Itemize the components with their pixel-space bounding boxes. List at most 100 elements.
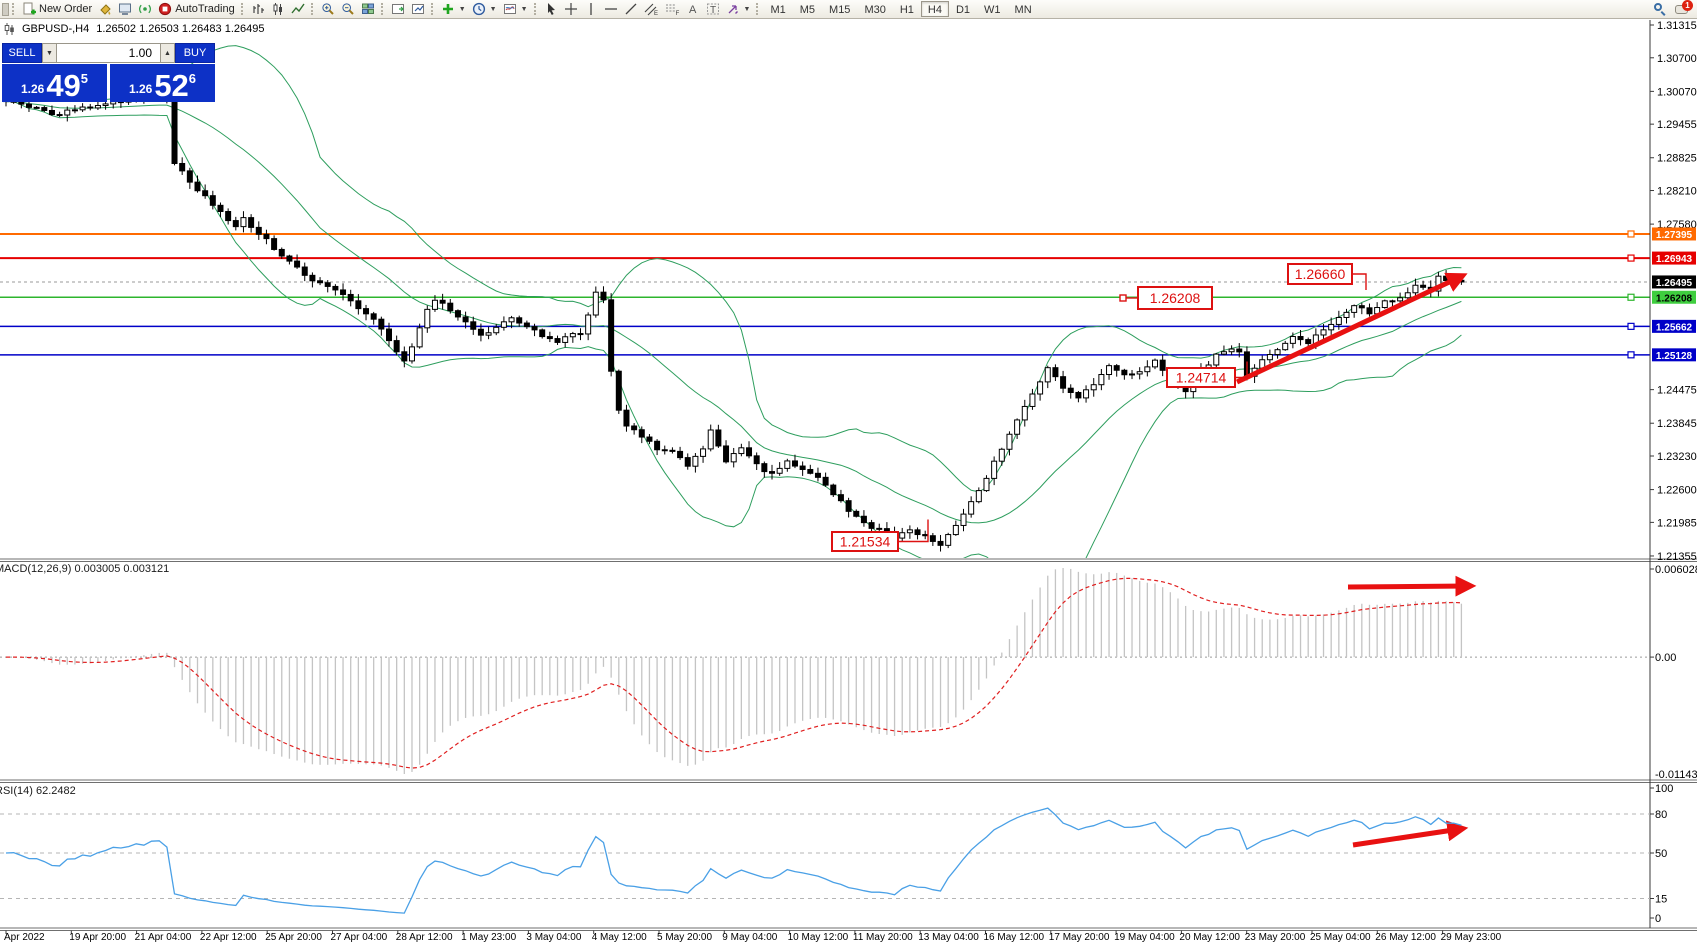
line-handle[interactable] [1627, 322, 1635, 330]
new-order-button[interactable]: New Order [19, 1, 95, 18]
timeframe-m30[interactable]: M30 [864, 4, 886, 16]
svg-text:26 May 12:00: 26 May 12:00 [1375, 932, 1436, 943]
buy-button[interactable]: BUY [175, 43, 215, 63]
chart-autoscroll-button[interactable] [408, 1, 428, 18]
symbol-ohlc: 1.26502 1.26503 1.26483 1.26495 [96, 23, 265, 35]
trend-arrow[interactable] [1235, 272, 1468, 385]
trend-arrow[interactable] [1352, 820, 1469, 848]
periods-button[interactable]: ▼ [469, 1, 500, 18]
add-indicator-icon [442, 4, 453, 14]
crosshair-tool-button[interactable] [561, 1, 581, 18]
line-chart-button[interactable] [288, 1, 308, 18]
symbol-info: GBPUSD-,H4 1.26502 1.26503 1.26483 1.264… [4, 23, 264, 35]
svg-text:3 May 04:00: 3 May 04:00 [526, 932, 581, 943]
volume-increase-button[interactable]: ▲ [160, 43, 175, 63]
price-annotation[interactable]: 1.26208 [1119, 286, 1213, 310]
toolbar-grip[interactable] [240, 3, 244, 15]
terminal-button[interactable] [115, 1, 135, 18]
horizontal-line-tool-button[interactable] [601, 1, 621, 18]
price-annotation[interactable]: 1.24714 [1166, 361, 1248, 388]
timeframe-h1[interactable]: H1 [899, 4, 914, 16]
svg-text:0.00: 0.00 [1655, 652, 1676, 664]
sell-price-pip: 5 [80, 71, 89, 86]
timeframe-m1[interactable]: M1 [770, 4, 786, 16]
price-annotation[interactable]: 1.26660 [1287, 263, 1367, 290]
date-axis[interactable]: Apr 2022 19 Apr 20:00 21 Apr 04:00 22 Apr 1… [4, 930, 1502, 943]
signal-button[interactable] [135, 1, 155, 18]
svg-text:0: 0 [1655, 913, 1661, 925]
fibonacci-tool-button[interactable]: F [662, 1, 683, 18]
timeframe-w1[interactable]: W1 [984, 4, 1001, 16]
svg-text:19 Apr 20:00: 19 Apr 20:00 [69, 932, 126, 943]
tile-windows-button[interactable] [358, 1, 378, 18]
toolbar-grip[interactable] [430, 3, 434, 15]
buy-price-panel[interactable]: 1.26 52 6 [110, 64, 215, 102]
vertical-line-tool-button[interactable] [581, 1, 601, 18]
svg-text:1.21534: 1.21534 [840, 534, 891, 550]
text-tool-button[interactable]: A [683, 1, 703, 18]
svg-text:22 Apr 12:00: 22 Apr 12:00 [200, 932, 257, 943]
svg-text:1.21985: 1.21985 [1657, 517, 1697, 529]
timeframe-d1[interactable]: D1 [955, 4, 971, 16]
line-handle[interactable] [1627, 293, 1635, 301]
search-icon[interactable] [1654, 2, 1667, 16]
arrows-tool-button[interactable]: ▼ [723, 1, 754, 18]
volume-input[interactable]: 1.00 [57, 43, 160, 63]
autotrading-label: AutoTrading [175, 3, 235, 15]
sell-price-panel[interactable]: 1.26 49 5 [2, 64, 107, 102]
svg-text:1.22600: 1.22600 [1657, 485, 1697, 497]
timeframe-h4[interactable]: H4 [920, 1, 949, 17]
svg-text:1.28825: 1.28825 [1657, 153, 1697, 165]
indicators-button[interactable]: ▼ [438, 1, 469, 18]
channel-tool-button[interactable]: E [641, 1, 662, 18]
templates-button[interactable]: ▼ [500, 1, 531, 18]
horizontal-line-icon [604, 8, 617, 10]
zoom-out-button[interactable] [338, 1, 358, 18]
svg-text:1.23230: 1.23230 [1657, 451, 1697, 463]
svg-text:23 May 20:00: 23 May 20:00 [1245, 932, 1306, 943]
price-annotation[interactable]: 1.21534 [831, 519, 929, 552]
tile-windows-icon [361, 3, 374, 14]
timeframe-m15[interactable]: M15 [829, 4, 851, 16]
svg-text:Apr 2022: Apr 2022 [4, 932, 45, 943]
text-label-tool-button[interactable]: T [703, 1, 723, 18]
svg-text:1.24475: 1.24475 [1657, 385, 1697, 397]
svg-text:1.27395: 1.27395 [1656, 230, 1693, 241]
line-handle[interactable] [1627, 351, 1635, 359]
line-handle[interactable] [1627, 254, 1635, 262]
svg-text:50: 50 [1655, 848, 1667, 860]
buy-price-prefix: 1.26 [128, 82, 153, 96]
svg-text:25 May 04:00: 25 May 04:00 [1310, 932, 1371, 943]
toolbar-grip[interactable] [533, 3, 537, 15]
sell-price-prefix: 1.26 [20, 82, 45, 96]
timeframe-m5[interactable]: M5 [799, 4, 816, 16]
trend-arrow[interactable] [1347, 575, 1477, 597]
notifications-icon[interactable]: 1 [1675, 0, 1693, 16]
toolbar-grip[interactable] [380, 3, 384, 15]
volume-decrease-button[interactable]: ▼ [42, 43, 57, 63]
zoom-out-icon [342, 3, 354, 15]
line-handle[interactable] [1627, 230, 1635, 238]
svg-text:1.26208: 1.26208 [1150, 290, 1201, 306]
sell-button[interactable]: SELL [2, 43, 42, 63]
timeframe-mn[interactable]: MN [1014, 4, 1032, 16]
paint-bucket-icon [100, 4, 111, 15]
candlestick-chart-button[interactable] [268, 1, 288, 18]
styler-button[interactable] [95, 1, 115, 18]
cursor-tool-button[interactable] [541, 1, 561, 18]
svg-text:5 May 20:00: 5 May 20:00 [657, 932, 712, 943]
price-axis[interactable]: 1.31315 1.30700 1.30070 1.29455 1.28825 1.282… [1627, 20, 1697, 928]
svg-text:1.26208: 1.26208 [1656, 293, 1693, 304]
zoom-in-button[interactable] [318, 1, 338, 18]
toolbar-right-group: 1 [1654, 0, 1697, 16]
toolbar-grip[interactable] [12, 3, 15, 15]
chart-shift-button[interactable] [388, 1, 408, 18]
bar-chart-button[interactable] [248, 1, 268, 18]
toolbar-grip[interactable] [756, 3, 759, 15]
toolbar-grip[interactable] [310, 3, 314, 15]
autotrading-button[interactable]: AutoTrading [155, 1, 238, 18]
trendline-tool-button[interactable] [621, 1, 641, 18]
svg-text:1.23845: 1.23845 [1657, 418, 1697, 430]
